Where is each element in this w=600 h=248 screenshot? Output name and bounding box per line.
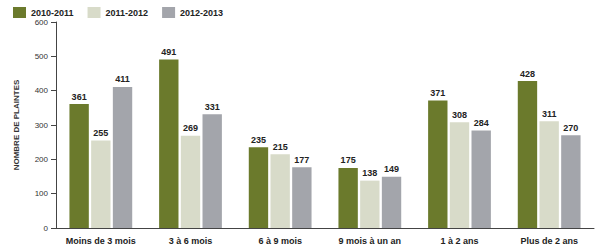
svg-text:411: 411 [115,74,130,84]
svg-text:270: 270 [563,123,578,133]
svg-text:269: 269 [183,123,198,133]
svg-text:100: 100 [35,189,49,198]
svg-text:Plus de 2 ans: Plus de 2 ans [520,236,578,246]
svg-text:2011-2012: 2011-2012 [106,8,149,18]
svg-text:1 à 2 ans: 1 à 2 ans [440,236,478,246]
svg-text:Moins de 3 mois: Moins de 3 mois [66,236,136,246]
svg-text:2010-2011: 2010-2011 [31,8,74,18]
svg-text:6 à 9 mois: 6 à 9 mois [258,236,302,246]
svg-text:200: 200 [35,155,49,164]
svg-text:284: 284 [474,118,489,128]
svg-text:491: 491 [161,47,176,57]
svg-text:311: 311 [542,109,557,119]
svg-text:149: 149 [384,164,399,174]
svg-text:600: 600 [35,18,49,27]
svg-text:0: 0 [44,224,49,233]
svg-text:235: 235 [251,135,266,145]
svg-text:361: 361 [72,92,87,102]
svg-text:NOMBRE DE PLAINTES: NOMBRE DE PLAINTES [12,79,21,170]
svg-text:175: 175 [341,155,356,165]
svg-text:9 mois à un an: 9 mois à un an [339,236,402,246]
svg-text:371: 371 [430,88,445,98]
svg-text:400: 400 [35,86,49,95]
svg-text:138: 138 [362,168,377,178]
svg-text:308: 308 [452,110,467,120]
svg-text:500: 500 [35,52,49,61]
svg-text:177: 177 [294,155,309,165]
svg-text:255: 255 [93,128,108,138]
svg-text:3 à 6 mois: 3 à 6 mois [169,236,213,246]
svg-text:331: 331 [205,102,220,112]
svg-text:2012-2013: 2012-2013 [180,8,223,18]
svg-text:215: 215 [273,142,288,152]
svg-text:300: 300 [35,121,49,130]
svg-text:428: 428 [520,69,535,79]
